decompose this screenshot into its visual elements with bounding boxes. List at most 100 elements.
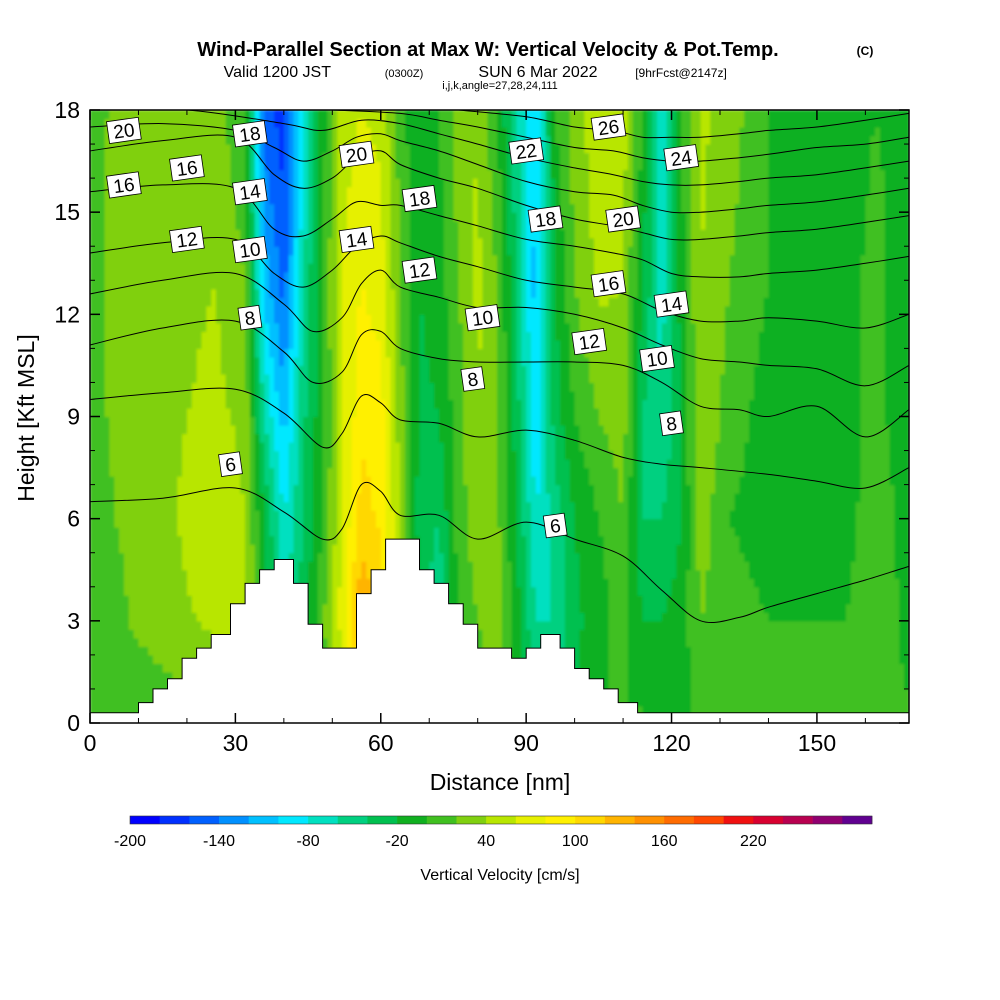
velocity-cell (342, 612, 348, 622)
velocity-cell (177, 527, 183, 537)
velocity-cell (337, 535, 343, 545)
velocity-cell (283, 254, 290, 264)
velocity-cell (235, 425, 241, 435)
velocity-cell (409, 229, 416, 239)
velocity-cell (380, 203, 387, 213)
velocity-cell (303, 229, 309, 239)
velocity-cell (419, 552, 425, 562)
velocity-cell (342, 203, 348, 213)
velocity-cell (128, 220, 135, 230)
velocity-cell (123, 637, 130, 647)
velocity-cell (283, 476, 290, 486)
velocity-cell (288, 135, 295, 145)
velocity-cell (380, 527, 387, 537)
velocity-cell (249, 280, 256, 290)
velocity-cell (322, 169, 329, 179)
velocity-cell (133, 382, 140, 392)
velocity-cell (186, 382, 193, 392)
velocity-cell (191, 450, 198, 460)
velocity-cell (90, 212, 96, 222)
velocity-cell (332, 229, 338, 239)
velocity-cell (153, 680, 159, 690)
velocity-cell (293, 263, 299, 273)
velocity-cell (414, 314, 421, 324)
velocity-cell (172, 144, 178, 154)
velocity-cell (327, 288, 333, 298)
velocity-cell (274, 501, 280, 511)
velocity-cell (182, 254, 188, 264)
velocity-cell (128, 450, 135, 460)
velocity-cell (380, 373, 387, 384)
velocity-cell (230, 314, 236, 324)
velocity-cell (293, 212, 299, 222)
velocity-cell (186, 535, 193, 545)
velocity-cell (395, 467, 401, 477)
velocity-cell (356, 416, 362, 426)
velocity-cell (249, 561, 256, 571)
velocity-cell (366, 203, 372, 213)
velocity-cell (216, 246, 222, 256)
velocity-cell (303, 476, 309, 486)
velocity-cell (114, 467, 120, 477)
velocity-cell (342, 493, 348, 503)
velocity-cell (201, 612, 207, 622)
velocity-cell (211, 220, 217, 230)
velocity-cell (143, 467, 149, 477)
velocity-cell (119, 620, 125, 630)
velocity-cell (249, 169, 256, 179)
velocity-cell (288, 246, 295, 256)
velocity-cell (298, 467, 304, 477)
velocity-cell (371, 382, 377, 392)
velocity-cell (288, 382, 295, 392)
velocity-cell (90, 254, 96, 264)
velocity-cell (308, 390, 314, 401)
velocity-cell (269, 561, 275, 571)
velocity-cell (400, 501, 406, 511)
velocity-cell (361, 484, 367, 494)
velocity-cell (138, 501, 144, 511)
velocity-cell (264, 263, 270, 273)
velocity-cell (269, 493, 275, 503)
velocity-cell (143, 305, 149, 315)
velocity-cell (298, 161, 304, 171)
velocity-cell (211, 110, 217, 120)
velocity-cell (254, 110, 261, 120)
velocity-cell (240, 297, 246, 307)
velocity-cell (346, 178, 353, 188)
velocity-cell (322, 612, 329, 622)
velocity-cell (409, 254, 416, 264)
velocity-cell (288, 322, 295, 332)
velocity-cell (249, 263, 256, 273)
velocity-cell (405, 459, 411, 469)
velocity-cell (191, 442, 198, 452)
velocity-cell (395, 246, 401, 256)
velocity-cell (138, 144, 144, 154)
velocity-cell (148, 178, 154, 188)
velocity-cell (128, 484, 135, 494)
velocity-cell (216, 382, 222, 392)
velocity-cell (216, 305, 222, 315)
velocity-cell (337, 629, 343, 639)
velocity-cell (133, 493, 140, 503)
velocity-cell (264, 212, 270, 222)
velocity-cell (196, 263, 203, 273)
velocity-cell (216, 510, 222, 520)
velocity-cell (366, 195, 372, 205)
velocity-cell (99, 688, 106, 699)
velocity-cell (133, 459, 140, 469)
velocity-cell (308, 237, 314, 247)
velocity-cell (395, 510, 401, 520)
velocity-cell (143, 595, 149, 605)
velocity-cell (109, 110, 115, 120)
velocity-cell (133, 595, 140, 605)
velocity-cell (133, 356, 140, 367)
velocity-cell (128, 407, 135, 418)
velocity-cell (414, 246, 421, 256)
velocity-cell (249, 442, 256, 452)
velocity-cell (128, 356, 135, 367)
velocity-cell (230, 305, 236, 315)
velocity-cell (119, 527, 125, 537)
velocity-cell (119, 569, 125, 579)
velocity-cell (196, 637, 203, 647)
velocity-cell (308, 416, 314, 426)
